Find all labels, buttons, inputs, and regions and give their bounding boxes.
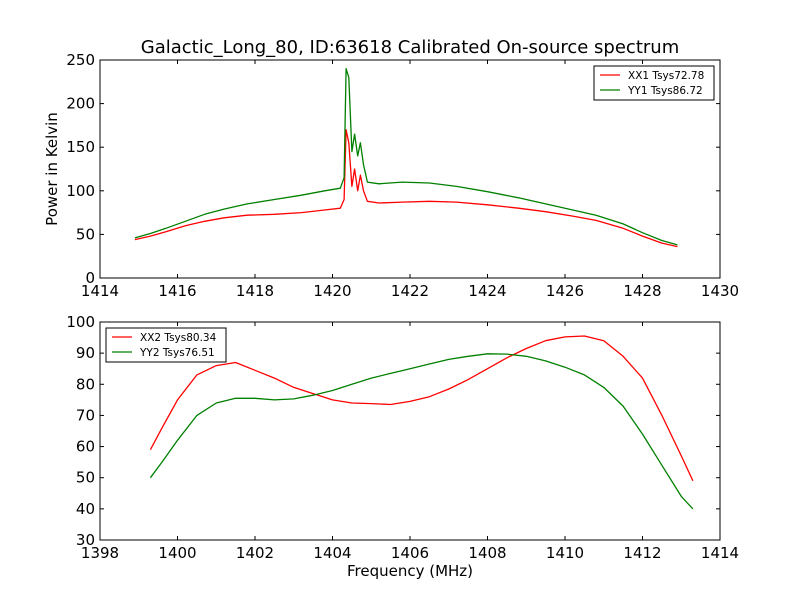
y-tick-label: 30 (76, 531, 95, 549)
y-tick-label: 0 (85, 269, 95, 287)
legend: XX2 Tsys80.34 YY2 Tsys76.51 (105, 327, 227, 363)
legend-label-1: XX2 Tsys80.34 (140, 332, 217, 344)
x-tick-label: 1420 (313, 282, 351, 300)
x-axis-label: Frequency (MHz) (347, 562, 473, 580)
legend-label-2: YY1 Tsys86.72 (627, 85, 703, 97)
x-tick-label: 1412 (623, 544, 661, 562)
x-tick-label: 1410 (546, 544, 584, 562)
legend-box (105, 327, 227, 363)
legend-label-2: YY2 Tsys76.51 (139, 347, 215, 359)
y-tick-label: 200 (66, 95, 95, 113)
x-tick-label: 1404 (313, 544, 351, 562)
y-axis-label: Power in Kelvin (43, 112, 61, 226)
legend: XX1 Tsys72.78 YY1 Tsys86.72 (593, 65, 715, 101)
x-tick-label: 1414 (701, 544, 739, 562)
y-tick-label: 100 (66, 182, 95, 200)
series-line-1 (149, 335, 694, 482)
x-tick-label: 1402 (236, 544, 274, 562)
x-tick-label: 1406 (391, 544, 429, 562)
x-tick-label: 1418 (236, 282, 274, 300)
x-tick-label: 1422 (391, 282, 429, 300)
legend-box (593, 65, 715, 101)
x-tick-label: 1426 (546, 282, 584, 300)
x-tick-label: 1424 (468, 282, 506, 300)
x-tick-label: 1430 (701, 282, 739, 300)
y-tick-label: 250 (66, 51, 95, 69)
series-line-2 (149, 353, 694, 510)
y-tick-label: 70 (76, 406, 95, 424)
y-tick-label: 90 (76, 344, 95, 362)
legend-label-1: XX1 Tsys72.78 (628, 70, 704, 82)
series-line-1 (134, 129, 678, 248)
y-tick-label: 50 (76, 225, 95, 243)
y-tick-label: 100 (66, 313, 95, 331)
x-tick-label: 1408 (468, 544, 506, 562)
x-tick-label: 1400 (158, 544, 196, 562)
series-line-2 (134, 68, 678, 246)
x-tick-label: 1416 (158, 282, 196, 300)
y-tick-label: 150 (66, 138, 95, 156)
y-tick-label: 60 (76, 438, 95, 456)
x-tick-label: 1428 (623, 282, 661, 300)
top-spectrum-plot: 1414 1416 1418 1420 1422 1424 1426 1428 1430 0 50 1… (43, 51, 739, 300)
x-tick-label: 1398 (81, 544, 119, 562)
y-tick-label: 50 (76, 469, 95, 487)
bottom-spectrum-plot: 1398 1400 1402 1404 1406 1408 1410 1412 1414 30 40… (66, 313, 739, 580)
figure-title: Galactic_Long_80, ID:63618 Calibrated On… (141, 37, 679, 58)
y-tick-label: 80 (76, 375, 95, 393)
y-tick-label: 40 (76, 500, 95, 518)
x-tick-label: 1414 (81, 282, 119, 300)
